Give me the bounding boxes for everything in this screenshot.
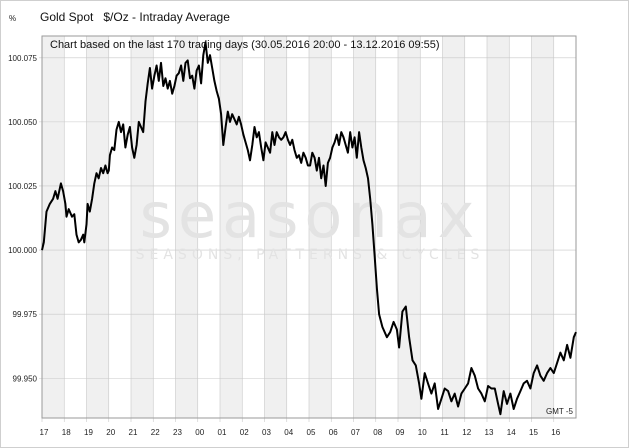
x-tick-label: 14 [507, 428, 516, 437]
column-band [264, 36, 287, 418]
timezone-label: GMT -5 [546, 407, 574, 416]
x-tick-label: 07 [351, 428, 360, 437]
x-tick-label: 15 [529, 428, 538, 437]
x-tick-label: 09 [396, 428, 405, 437]
column-band [86, 36, 109, 418]
column-band [131, 36, 154, 418]
x-tick-label: 05 [307, 428, 316, 437]
y-tick-label: 100.050 [8, 118, 37, 127]
x-tick-label: 10 [418, 428, 427, 437]
x-tick-label: 13 [485, 428, 494, 437]
column-band [487, 36, 510, 418]
chart-subtitle: Chart based on the last 170 trading days… [50, 39, 440, 51]
column-band [398, 36, 421, 418]
x-tick-label: 01 [218, 428, 227, 437]
y-axis-unit: % [9, 14, 17, 23]
watermark: seasonax SEASONS, PATTERNS & CYCLES [136, 179, 485, 263]
y-tick-label: 100.000 [8, 246, 37, 255]
series-line [41, 41, 577, 416]
x-tick-label: 17 [40, 428, 49, 437]
y-tick-label: 99.950 [13, 374, 38, 383]
column-band [42, 36, 65, 418]
y-axis: 100.075 100.050 100.025 100.000 99.975 99.950 [8, 54, 37, 383]
x-tick-label: 03 [262, 428, 271, 437]
x-axis: 17 18 19 20 21 22 23 00 01 02 03 04 05 06 07 08 09 10 11 12… [40, 428, 561, 437]
column-band [175, 36, 198, 418]
watermark-tagline: SEASONS, PATTERNS & CYCLES [136, 247, 485, 263]
column-band [442, 36, 465, 418]
watermark-brand: seasonax [140, 179, 481, 252]
x-tick-label: 12 [462, 428, 471, 437]
column-band [531, 36, 554, 418]
x-tick-label: 20 [106, 428, 115, 437]
x-tick-label: 06 [329, 428, 338, 437]
x-tick-label: 02 [240, 428, 249, 437]
x-tick-label: 18 [62, 428, 71, 437]
chart-title: Gold Spot $/Oz - Intraday Average [40, 10, 230, 24]
x-tick-label: 23 [173, 428, 182, 437]
x-tick-label: 08 [373, 428, 382, 437]
x-tick-label: 21 [129, 428, 138, 437]
x-tick-label: 16 [551, 428, 560, 437]
horizontal-grid [39, 57, 576, 379]
y-tick-label: 99.975 [13, 310, 38, 319]
y-tick-label: 100.075 [8, 54, 37, 63]
x-tick-label: 00 [195, 428, 204, 437]
plot-area [41, 35, 577, 419]
x-tick-label: 19 [84, 428, 93, 437]
x-tick-label: 11 [440, 428, 449, 437]
column-band [309, 36, 332, 418]
y-tick-label: 100.025 [8, 182, 37, 191]
x-tick-label: 22 [151, 428, 160, 437]
x-tick-label: 04 [284, 428, 293, 437]
